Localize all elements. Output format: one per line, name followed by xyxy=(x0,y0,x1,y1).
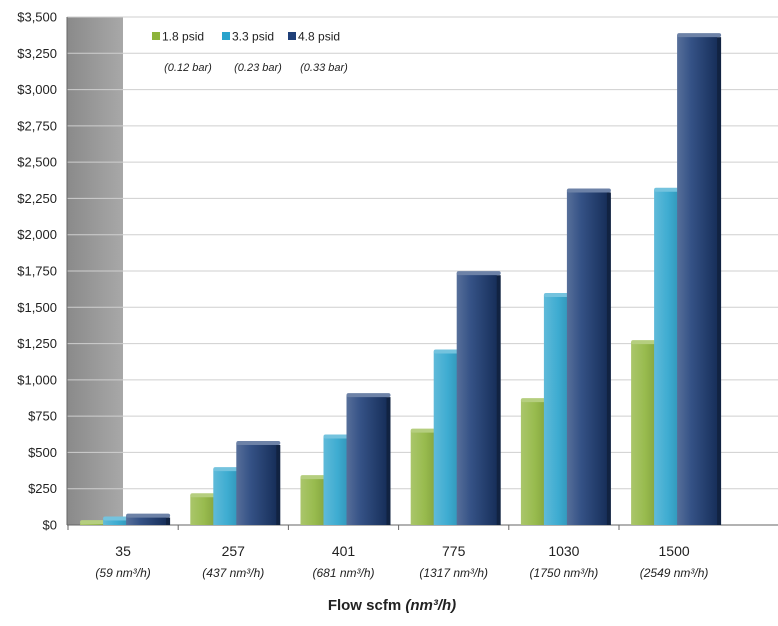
legend-sublabel: (0.23 bar) xyxy=(234,62,282,74)
x-axis-title: Flow scfm (nm³/h) xyxy=(328,597,456,614)
legend-item: 3.3 psid (0.23 bar) xyxy=(222,30,282,74)
x-tick-sublabel: (59 nm³/h) xyxy=(95,566,150,580)
x-tick-label: 401 xyxy=(332,543,356,559)
bar-front xyxy=(346,395,387,525)
y-tick-label: $1,000 xyxy=(17,372,57,387)
y-tick-label: $2,000 xyxy=(17,227,57,242)
bar-side xyxy=(715,37,722,526)
x-tick-sublabel: (1317 nm³/h) xyxy=(419,566,488,580)
y-tick-label: $3,500 xyxy=(17,10,57,25)
x-tick-sublabel: (1750 nm³/h) xyxy=(530,566,599,580)
y-tick-label: $750 xyxy=(28,409,57,424)
legend-swatch xyxy=(222,32,230,40)
bar-front xyxy=(126,515,167,525)
y-tick-label: $250 xyxy=(28,481,57,496)
bar-front xyxy=(566,190,607,525)
bar-side xyxy=(384,397,391,525)
y-tick-label: $500 xyxy=(28,445,57,460)
legend-swatch xyxy=(288,32,296,40)
legend-swatch xyxy=(152,32,160,40)
bar-top xyxy=(236,440,281,445)
y-tick-label: $2,500 xyxy=(17,155,57,170)
bar xyxy=(566,188,611,525)
bar xyxy=(677,33,722,526)
y-tick-label: $3,000 xyxy=(17,82,57,97)
bar-front xyxy=(236,442,277,525)
bar xyxy=(346,393,391,525)
legend-item: 1.8 psid (0.12 bar) xyxy=(152,30,212,74)
bar-top xyxy=(677,33,722,38)
bar-top xyxy=(346,393,391,398)
y-tick-label: $1,250 xyxy=(17,336,57,351)
x-axis-title-main: Flow scfm xyxy=(328,597,401,614)
x-axis-title-unit: (nm³/h) xyxy=(405,597,456,614)
x-tick-sublabel: (437 nm³/h) xyxy=(202,566,264,580)
legend-sublabel: (0.12 bar) xyxy=(164,62,212,74)
x-tick-label: 1030 xyxy=(548,543,579,559)
bar-side xyxy=(164,517,171,525)
bar-front xyxy=(456,273,497,525)
legend-label: 4.8 psid xyxy=(298,30,340,44)
legend: 1.8 psid (0.12 bar) 3.3 psid (0.23 bar) 4.8 … xyxy=(152,30,348,74)
bar-side xyxy=(274,444,281,525)
bar xyxy=(456,271,501,525)
x-axis: 35 (59 nm³/h) 257 (437 nm³/h) 401 (681 nm³/h)… xyxy=(67,525,709,580)
bar xyxy=(236,440,281,525)
y-tick-label: $0 xyxy=(43,518,57,533)
x-tick-label: 35 xyxy=(115,543,131,559)
legend-item: 4.8 psid (0.33 bar) xyxy=(288,30,348,74)
y-tick-label: $1,500 xyxy=(17,300,57,315)
y-tick-label: $2,250 xyxy=(17,191,57,206)
bars xyxy=(80,33,722,526)
bar-top xyxy=(456,271,501,276)
y-tick-label: $3,250 xyxy=(17,46,57,61)
bar-side xyxy=(604,192,611,525)
bar-front xyxy=(677,35,718,526)
x-tick-sublabel: (681 nm³/h) xyxy=(312,566,374,580)
x-tick-sublabel: (2549 nm³/h) xyxy=(640,566,709,580)
bar-top xyxy=(566,188,611,193)
y-tick-label: $2,750 xyxy=(17,118,57,133)
bar-front xyxy=(103,518,144,525)
legend-sublabel: (0.33 bar) xyxy=(300,62,348,74)
x-tick-label: 775 xyxy=(442,543,466,559)
bar xyxy=(126,513,171,525)
bar-top xyxy=(126,513,171,518)
y-tick-label: $1,750 xyxy=(17,264,57,279)
legend-label: 1.8 psid xyxy=(162,30,204,44)
bar-side xyxy=(494,275,501,525)
x-tick-label: 1500 xyxy=(659,543,690,559)
x-tick-label: 257 xyxy=(222,543,246,559)
legend-label: 3.3 psid xyxy=(232,30,274,44)
